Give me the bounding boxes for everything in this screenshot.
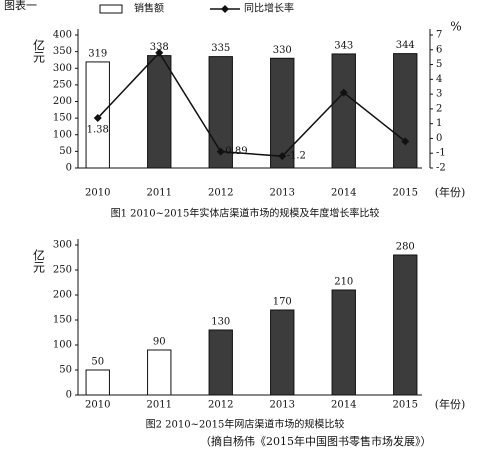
page-label: 图表一 <box>4 0 37 12</box>
bar-value-label: 338 <box>150 42 169 53</box>
y-tick-label: 50 <box>59 365 72 376</box>
bar <box>208 329 233 396</box>
bar <box>331 289 356 396</box>
line-value-label: 1.38 <box>87 125 109 136</box>
y-tick-label: 150 <box>53 113 72 124</box>
y2-axis-label: % <box>450 20 461 34</box>
bar <box>270 309 295 396</box>
bar-value-label: 344 <box>396 40 415 51</box>
y-tick-label: 50 <box>59 146 72 157</box>
bar <box>331 53 356 169</box>
y2-tick-label: 6 <box>436 44 442 55</box>
y2-tick-label: 7 <box>436 30 442 41</box>
line <box>97 51 406 157</box>
legend-swatch <box>99 4 123 14</box>
bar-value-label: 280 <box>396 242 415 253</box>
x-tick-label: 2014 <box>331 400 356 411</box>
x-tick-label: 2013 <box>270 188 295 199</box>
caption: 图1 2010~2015年实体店渠道市场的规模及年度增长率比较 <box>111 207 380 220</box>
y-axis-label: 亿元 <box>32 248 46 274</box>
y2-tick-label: -1 <box>436 148 446 159</box>
source: （摘自杨伟《2015年中国图书零售市场发展》） <box>200 434 432 448</box>
y-tick-label: 250 <box>53 265 72 276</box>
line-marker <box>401 137 410 146</box>
legend-marker <box>221 5 229 13</box>
y-tick-label: 100 <box>53 129 72 140</box>
line-marker <box>278 152 287 161</box>
bar <box>85 369 110 396</box>
y-tick-label: 150 <box>53 315 72 326</box>
x-tick-label: 2012 <box>208 188 233 199</box>
y-tick-label: 200 <box>53 290 72 301</box>
bar-value-label: 210 <box>334 277 353 288</box>
x-tick-label: 2010 <box>85 400 110 411</box>
line-marker <box>155 48 164 57</box>
bar-value-label: 90 <box>153 337 166 348</box>
x-axis-label: (年份) <box>435 185 466 199</box>
y-tick-label: 100 <box>53 340 72 351</box>
y-tick-label: 0 <box>66 163 72 174</box>
x-tick-label: 2011 <box>147 188 172 199</box>
y2-tick-label: 3 <box>436 89 442 100</box>
bar <box>393 53 418 169</box>
y-tick-label: 200 <box>53 96 72 107</box>
bar <box>147 349 172 396</box>
x-tick-label: 2011 <box>147 400 172 411</box>
bar-value-label: 130 <box>211 317 230 328</box>
bar <box>147 55 172 169</box>
x-tick-label: 2015 <box>393 400 418 411</box>
line-marker <box>339 88 348 97</box>
legend-label: 销售额 <box>134 2 164 15</box>
y2-tick-label: 4 <box>436 74 442 85</box>
y2-tick-label: -2 <box>436 163 446 174</box>
bar-value-label: 343 <box>334 40 353 51</box>
line-marker <box>93 114 102 123</box>
y-tick-label: 350 <box>53 46 72 57</box>
bar-value-label: 335 <box>211 43 230 54</box>
line-value-label: -0.89 <box>222 146 248 157</box>
x-tick-label: 2013 <box>270 400 295 411</box>
y-tick-label: 300 <box>53 240 72 251</box>
line-value-label: -1.2 <box>287 151 306 162</box>
bar-value-label: 50 <box>91 357 104 368</box>
bar <box>393 254 418 396</box>
legend-label: 同比增长率 <box>244 2 294 15</box>
y-axis-label: 亿元 <box>32 38 46 64</box>
y2-tick-label: 2 <box>436 103 442 114</box>
x-tick-label: 2010 <box>85 188 110 199</box>
y-tick-label: 250 <box>53 79 72 90</box>
x-axis-label: (年份) <box>435 397 466 411</box>
x-tick-label: 2015 <box>393 188 418 199</box>
bar <box>270 57 295 169</box>
y2-tick-label: 5 <box>436 59 442 70</box>
y2-tick-label: 0 <box>436 133 442 144</box>
y-tick-label: 0 <box>66 390 72 401</box>
line-marker <box>216 147 225 156</box>
bar-value-label: 319 <box>88 48 107 59</box>
bar-value-label: 170 <box>273 297 292 308</box>
bar <box>208 56 233 169</box>
bar-value-label: 330 <box>273 45 292 56</box>
y-tick-label: 400 <box>53 30 72 41</box>
y2-tick-label: 1 <box>436 118 442 129</box>
caption: 图2 2010~2015年网店渠道市场的规模比较 <box>146 418 345 431</box>
x-tick-label: 2012 <box>208 400 233 411</box>
x-tick-label: 2014 <box>331 188 356 199</box>
y-tick-label: 300 <box>53 63 72 74</box>
